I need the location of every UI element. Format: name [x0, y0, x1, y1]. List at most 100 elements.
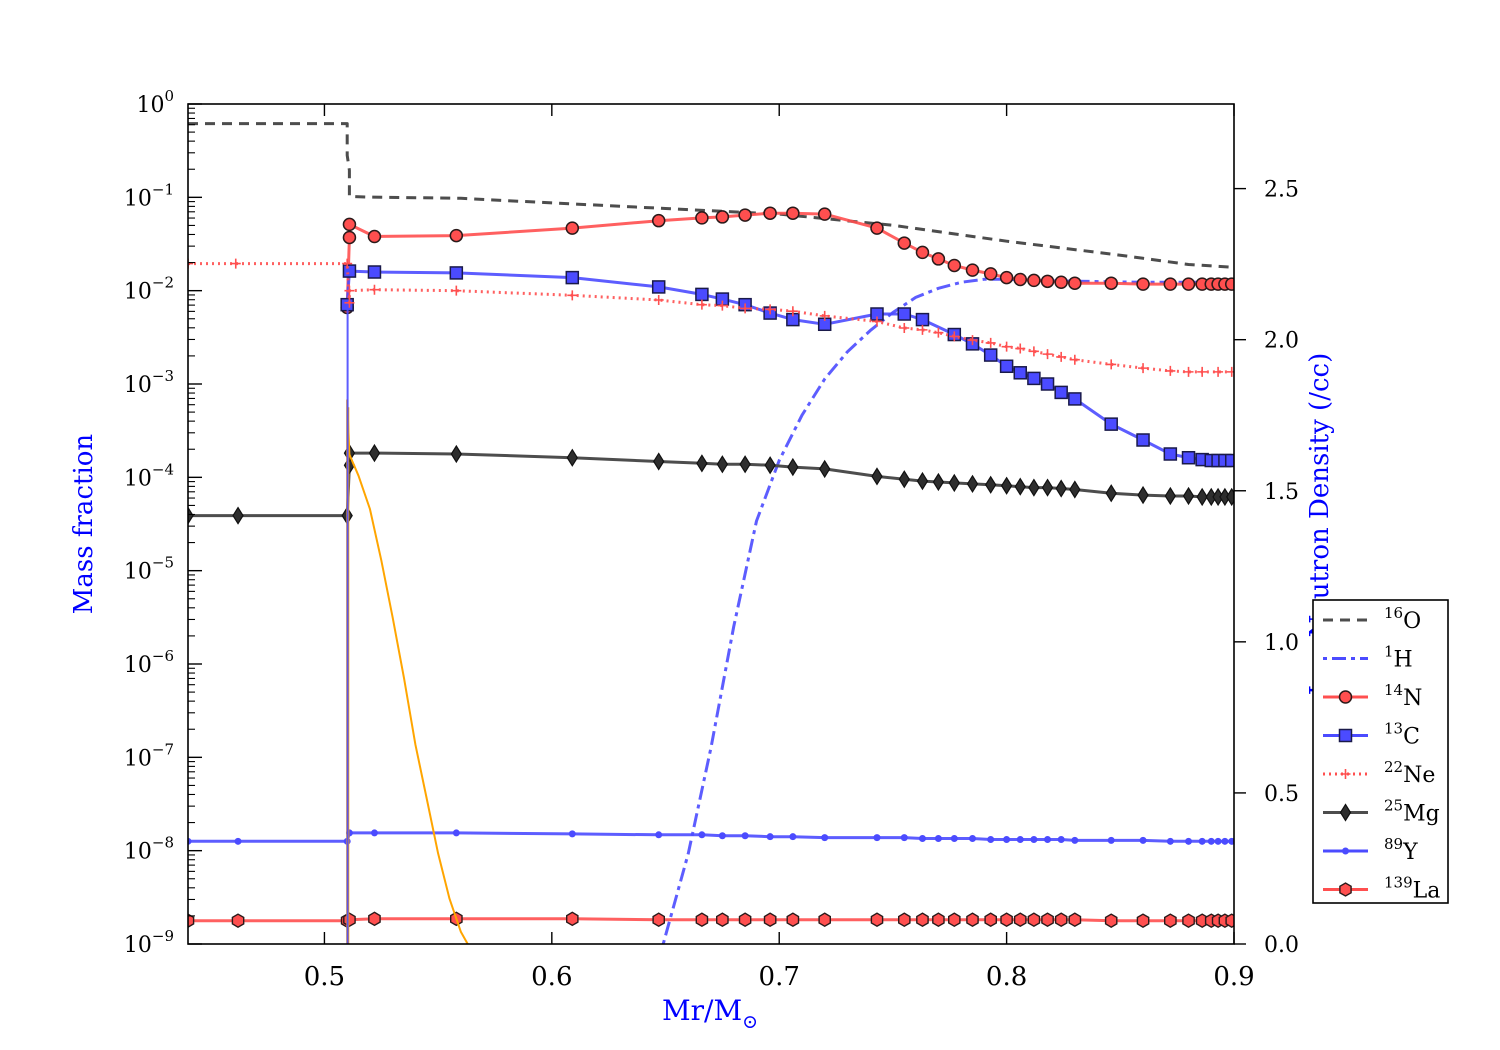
- point-Ne22: [230, 258, 241, 269]
- point-La139: [763, 912, 777, 928]
- point-Y89: [789, 833, 797, 841]
- point-Ne22: [949, 331, 960, 342]
- point-Y89: [934, 835, 942, 843]
- point-N14: [999, 270, 1014, 285]
- point-Y89: [1185, 837, 1193, 845]
- series-line-H1: [661, 277, 1234, 944]
- point-La139: [948, 912, 961, 928]
- point-N14: [1054, 275, 1068, 290]
- point-La139: [1054, 912, 1068, 928]
- point-C13: [651, 280, 666, 294]
- series-La139: [188, 911, 1234, 929]
- y-left-tick-base: 10: [124, 560, 152, 585]
- y-axis-label-left: Mass fraction: [69, 434, 99, 615]
- x-ticks: 0.5 0.6 0.7 0.8 0.9: [304, 104, 1255, 992]
- legend-marker: [1338, 690, 1353, 704]
- legend-mass: 13: [1384, 720, 1403, 738]
- point-Ne22: [717, 300, 728, 311]
- point-La139: [898, 912, 911, 928]
- point-Y89: [766, 833, 774, 841]
- y-left-tick-label: 100: [136, 87, 174, 118]
- point-Ne22: [765, 304, 776, 315]
- x-tick-label: 0.9: [1213, 962, 1254, 992]
- point-Y89: [1207, 837, 1215, 845]
- legend-item-La139: 139La: [1323, 874, 1440, 904]
- y-left-tick-exp: −3: [152, 367, 174, 385]
- point-N14: [1224, 277, 1234, 291]
- point-C13: [340, 297, 354, 312]
- legend-element: Mg: [1403, 802, 1440, 827]
- point-Ne22: [1015, 343, 1026, 354]
- plot-frame: [187, 103, 1235, 945]
- point-N14: [817, 207, 832, 221]
- point-La139: [984, 912, 997, 928]
- point-Y89: [1139, 836, 1147, 844]
- legend-frame: [1312, 599, 1449, 904]
- point-Ne22: [1106, 359, 1117, 370]
- y-left-tick-exp: −6: [152, 647, 174, 665]
- point-Y89: [1214, 837, 1222, 845]
- series-N14: [340, 206, 1234, 315]
- x-axis-label-sub: ⊙: [742, 1011, 758, 1033]
- series-O16: [188, 122, 1234, 269]
- point-N14: [715, 210, 730, 224]
- y-left-tick-label: 10−3: [124, 367, 174, 398]
- point-Mg25: [652, 452, 665, 471]
- plot-area: [188, 122, 1234, 944]
- point-La139: [786, 912, 800, 928]
- point-Ne22: [1042, 349, 1053, 360]
- point-N14: [342, 217, 357, 232]
- series-line-neutron-density-spike: [346, 399, 469, 944]
- point-N14: [947, 258, 962, 273]
- series-line-O16: [188, 122, 1234, 269]
- y-left-tick-exp: −2: [152, 274, 174, 292]
- point-Y89: [873, 834, 881, 842]
- point-Mg25: [1164, 486, 1177, 506]
- y-right-tick-label: 0.5: [1264, 782, 1299, 807]
- y-right-ticks: 0.0 0.5 1.0 1.5 2.0 2.5: [1234, 178, 1299, 958]
- point-La139: [1136, 913, 1150, 929]
- point-Mg25: [232, 506, 244, 525]
- point-La139: [1068, 912, 1082, 928]
- point-La139: [368, 911, 381, 927]
- point-Ne22: [1226, 366, 1234, 377]
- point-Ne22: [344, 285, 355, 296]
- point-Ne22: [740, 303, 751, 314]
- point-Mg25: [1041, 478, 1054, 497]
- x-axis-label-main: Mr/M: [662, 994, 742, 1027]
- legend-marker: [1338, 728, 1353, 743]
- legend-item-O16: 16O: [1323, 604, 1421, 634]
- y-left-tick-exp: −7: [152, 740, 174, 758]
- legend-element: N: [1403, 686, 1422, 711]
- point-La139: [1041, 912, 1054, 928]
- y-left-tick-label: 10−5: [124, 554, 174, 585]
- point-N14: [1181, 277, 1196, 291]
- point-La139: [652, 912, 665, 928]
- y-left-tick-label: 10−9: [124, 927, 174, 958]
- point-Mg25: [368, 443, 381, 463]
- x-tick-label: 0.6: [531, 962, 572, 992]
- point-N14: [1104, 276, 1118, 290]
- point-La139: [1182, 913, 1195, 929]
- point-Y89: [655, 831, 663, 839]
- point-La139: [870, 912, 884, 928]
- point-Y89: [452, 829, 460, 837]
- legend-item-H1: 1H: [1323, 643, 1413, 673]
- point-La139: [916, 912, 929, 928]
- point-Ne22: [342, 258, 353, 269]
- series-Mg25: [188, 443, 1234, 525]
- point-Mg25: [1000, 476, 1013, 495]
- point-Ne22: [1138, 363, 1149, 374]
- legend-mass: 1: [1384, 643, 1394, 661]
- point-Y89: [370, 829, 378, 837]
- point-La139: [1013, 912, 1027, 928]
- point-La139: [966, 912, 979, 928]
- point-Y89: [188, 837, 192, 845]
- legend-item-N14: 14N: [1323, 681, 1422, 711]
- legend-element: C: [1403, 725, 1420, 750]
- legend-mass: 89: [1384, 835, 1403, 853]
- point-La139: [1225, 913, 1234, 929]
- point-N14: [1163, 277, 1178, 291]
- y-left-tick-exp: −5: [152, 554, 174, 572]
